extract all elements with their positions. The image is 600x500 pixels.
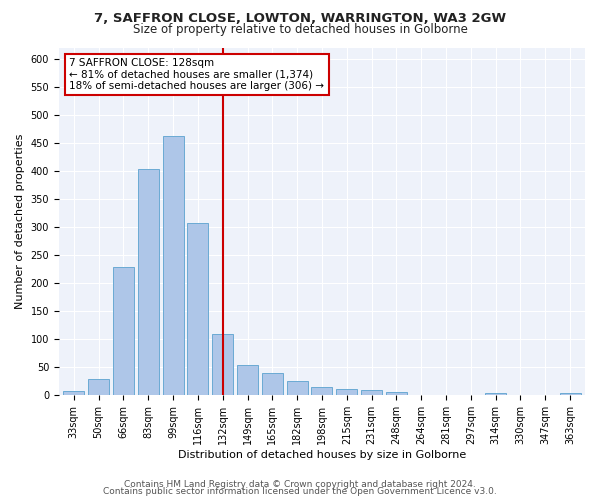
Bar bbox=[63, 392, 85, 396]
Bar bbox=[163, 136, 184, 396]
Bar bbox=[187, 223, 208, 396]
Bar bbox=[137, 169, 159, 396]
Text: 7 SAFFRON CLOSE: 128sqm
← 81% of detached houses are smaller (1,374)
18% of semi: 7 SAFFRON CLOSE: 128sqm ← 81% of detache… bbox=[70, 58, 325, 91]
Text: Size of property relative to detached houses in Golborne: Size of property relative to detached ho… bbox=[133, 22, 467, 36]
Bar bbox=[237, 365, 258, 396]
Bar bbox=[361, 390, 382, 396]
Bar bbox=[262, 374, 283, 396]
Bar bbox=[336, 388, 358, 396]
Bar bbox=[212, 334, 233, 396]
Y-axis label: Number of detached properties: Number of detached properties bbox=[15, 134, 25, 309]
Bar bbox=[485, 392, 506, 396]
Bar bbox=[560, 392, 581, 396]
Bar bbox=[386, 392, 407, 396]
Text: Contains HM Land Registry data © Crown copyright and database right 2024.: Contains HM Land Registry data © Crown c… bbox=[124, 480, 476, 489]
Bar bbox=[311, 387, 332, 396]
Bar bbox=[113, 268, 134, 396]
Text: Contains public sector information licensed under the Open Government Licence v3: Contains public sector information licen… bbox=[103, 488, 497, 496]
Bar bbox=[88, 378, 109, 396]
Text: 7, SAFFRON CLOSE, LOWTON, WARRINGTON, WA3 2GW: 7, SAFFRON CLOSE, LOWTON, WARRINGTON, WA… bbox=[94, 12, 506, 26]
Bar bbox=[287, 381, 308, 396]
X-axis label: Distribution of detached houses by size in Golborne: Distribution of detached houses by size … bbox=[178, 450, 466, 460]
